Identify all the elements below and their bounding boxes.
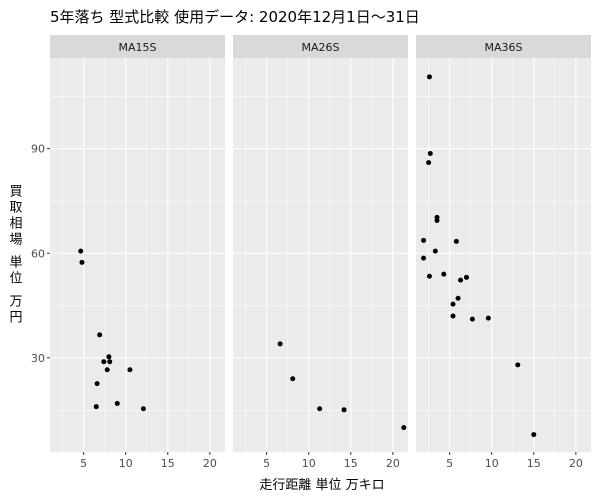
strip-label: MA26S — [302, 41, 340, 54]
point — [78, 248, 84, 254]
point — [97, 332, 103, 338]
point — [101, 359, 107, 365]
x-tick-label: 5 — [446, 457, 453, 470]
panel-background — [233, 58, 408, 452]
point — [463, 274, 469, 280]
point — [432, 248, 438, 254]
strip-label: MA15S — [119, 41, 157, 54]
point — [317, 406, 323, 412]
point — [94, 381, 100, 387]
point — [426, 160, 432, 166]
strip — [50, 35, 225, 58]
point — [426, 273, 432, 279]
y-tick-label: 30 — [31, 352, 45, 365]
x-tick-label: 5 — [263, 457, 270, 470]
point — [290, 376, 296, 382]
y-tick-label: 90 — [31, 143, 45, 156]
panel-background — [416, 58, 591, 452]
y-axis-label: 買取相場 単位 万円 — [7, 184, 23, 326]
point — [93, 404, 99, 410]
x-tick-label: 15 — [161, 457, 175, 470]
point — [469, 316, 475, 322]
x-tick-label: 5 — [80, 457, 87, 470]
x-tick-label: 15 — [344, 457, 358, 470]
point — [140, 406, 146, 412]
point — [426, 74, 432, 80]
point — [453, 238, 459, 244]
x-tick-label: 10 — [119, 457, 133, 470]
y-tick-label: 60 — [31, 247, 45, 260]
point — [515, 362, 521, 368]
point — [455, 295, 461, 301]
strip — [233, 35, 408, 58]
x-tick-label: 10 — [485, 457, 499, 470]
point — [458, 277, 464, 283]
point — [79, 259, 85, 265]
point — [127, 367, 133, 373]
point — [531, 432, 537, 438]
point — [341, 407, 347, 413]
point — [107, 359, 113, 365]
x-tick-label: 20 — [386, 457, 400, 470]
x-axis-label: 走行距離 単位 万キロ — [259, 477, 384, 493]
point — [450, 313, 456, 319]
x-tick-label: 15 — [527, 457, 541, 470]
point — [104, 367, 110, 373]
panel-background — [50, 58, 225, 452]
point — [277, 341, 283, 347]
point — [421, 255, 427, 261]
point — [401, 425, 407, 431]
x-tick-label: 10 — [302, 457, 316, 470]
strip-label: MA36S — [485, 41, 523, 54]
strip — [416, 35, 591, 58]
point — [421, 237, 427, 243]
chart-title: 5年落ち 型式比較 使用データ: 2020年12月1日～31日 — [50, 8, 420, 26]
point — [485, 315, 491, 321]
point — [427, 151, 433, 157]
point — [114, 401, 120, 407]
point — [434, 217, 440, 223]
point — [106, 354, 112, 360]
point — [441, 271, 447, 277]
point — [450, 301, 456, 307]
x-tick-label: 20 — [203, 457, 217, 470]
x-tick-label: 20 — [569, 457, 583, 470]
